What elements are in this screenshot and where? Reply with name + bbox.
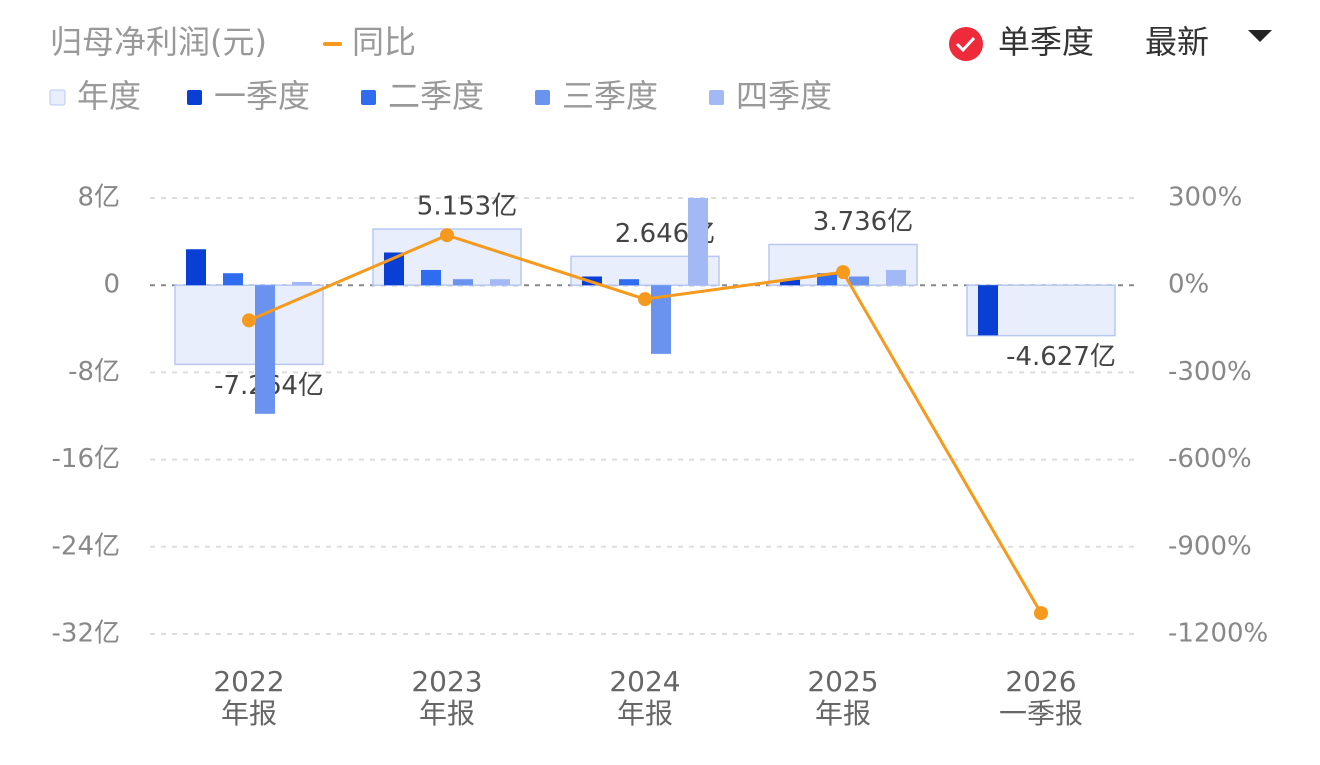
y-tick-label: -24亿 bbox=[52, 531, 120, 561]
x-tick-label: 2026 bbox=[1005, 665, 1076, 698]
y-tick-label: -32亿 bbox=[52, 619, 120, 649]
legend-label: 同比 bbox=[352, 23, 416, 61]
y-tick-label: 8亿 bbox=[77, 183, 120, 213]
quarter-bar bbox=[490, 279, 510, 286]
y2-tick-label: -900% bbox=[1168, 531, 1252, 561]
quarter-bar bbox=[849, 276, 869, 286]
chart-title: 归母净利润(元) bbox=[50, 23, 267, 61]
quarter-bar bbox=[223, 273, 243, 286]
x-tick-label: 年报 bbox=[419, 697, 475, 730]
yoy-line bbox=[248, 233, 1043, 614]
value-label: 5.153亿 bbox=[417, 192, 517, 222]
legend-swatch bbox=[49, 89, 66, 106]
yoy-point bbox=[1034, 606, 1048, 621]
y2-tick-label: -600% bbox=[1168, 444, 1252, 474]
legend-label: 二季度 bbox=[388, 77, 484, 115]
check-mark bbox=[955, 36, 976, 53]
value-label: 3.736亿 bbox=[813, 207, 913, 237]
toggle-check[interactable] bbox=[949, 27, 983, 61]
y-tick-label: -8亿 bbox=[68, 357, 120, 387]
quarter-bar bbox=[817, 273, 837, 286]
y-tick-label: -16亿 bbox=[52, 444, 120, 474]
quarter-bar bbox=[186, 249, 206, 286]
legend-label: 年度 bbox=[77, 77, 141, 115]
x-tick-label: 2025 bbox=[807, 665, 878, 698]
x-tick-label: 2024 bbox=[609, 665, 680, 698]
legend-label: 三季度 bbox=[562, 77, 658, 115]
legend-swatch bbox=[709, 90, 724, 105]
quarter-bar bbox=[886, 269, 906, 286]
quarter-bar bbox=[453, 279, 473, 286]
dropdown-arrow[interactable] bbox=[1248, 30, 1272, 42]
quarter-bar bbox=[688, 198, 708, 286]
legend-label: 一季度 bbox=[214, 77, 310, 115]
y2-tick-label: 0% bbox=[1168, 270, 1209, 300]
legend-swatch bbox=[535, 90, 550, 105]
x-tick-label: 2023 bbox=[411, 665, 482, 698]
quarter-bar bbox=[978, 285, 998, 336]
x-tick-label: 一季报 bbox=[999, 697, 1083, 730]
y-tick-label: 0 bbox=[103, 270, 120, 300]
x-tick-label: 年报 bbox=[617, 697, 673, 730]
toggle-label[interactable]: 单季度 bbox=[998, 23, 1094, 61]
quarter-bar bbox=[292, 281, 312, 286]
legend-swatch bbox=[361, 90, 376, 105]
quarter-bar bbox=[619, 279, 639, 286]
y2-tick-label: 300% bbox=[1168, 183, 1242, 213]
quarter-bar bbox=[780, 279, 800, 286]
y2-tick-label: -300% bbox=[1168, 357, 1252, 387]
yoy-point bbox=[440, 228, 454, 243]
quarter-bar bbox=[255, 285, 275, 414]
yoy-point bbox=[836, 265, 850, 280]
legend-label: 四季度 bbox=[736, 77, 832, 115]
toggle[interactable]: 单季度 bbox=[949, 23, 1094, 61]
legend-swatch bbox=[187, 90, 202, 105]
x-tick-label: 年报 bbox=[815, 697, 871, 730]
quarter-bar bbox=[421, 269, 441, 286]
selector[interactable]: 最新 bbox=[1145, 23, 1272, 61]
y2-tick-label: -1200% bbox=[1168, 619, 1268, 649]
x-tick-label: 年报 bbox=[221, 697, 277, 730]
quarter-bar bbox=[651, 285, 671, 354]
yoy-point bbox=[242, 313, 256, 328]
value-label: -4.627亿 bbox=[1006, 342, 1116, 372]
selector-label[interactable]: 最新 bbox=[1145, 23, 1209, 61]
x-tick-label: 2022 bbox=[213, 665, 284, 698]
yoy-point bbox=[638, 292, 652, 307]
